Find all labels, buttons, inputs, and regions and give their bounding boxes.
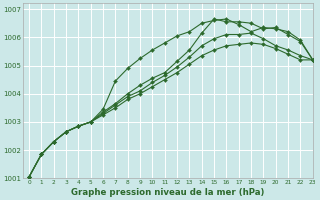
X-axis label: Graphe pression niveau de la mer (hPa): Graphe pression niveau de la mer (hPa) <box>71 188 265 197</box>
